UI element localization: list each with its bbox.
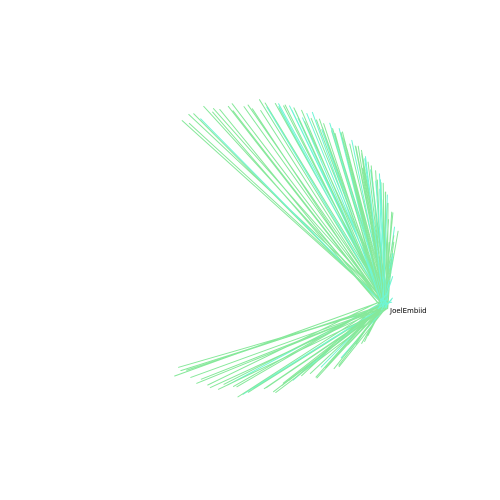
edge-line bbox=[284, 104, 384, 303]
edge-line bbox=[243, 106, 386, 305]
edge-line bbox=[343, 137, 384, 303]
edge-line bbox=[178, 306, 388, 368]
edge-line bbox=[380, 299, 385, 302]
edge-line bbox=[364, 156, 385, 305]
edge-line bbox=[338, 128, 384, 307]
edge-line bbox=[301, 109, 384, 303]
edge-line bbox=[387, 258, 392, 308]
edge-line bbox=[332, 128, 388, 306]
edge-line bbox=[263, 306, 385, 390]
edge-line bbox=[384, 297, 393, 307]
edge-line bbox=[338, 307, 387, 368]
edge-group bbox=[174, 99, 399, 398]
edge-line bbox=[209, 307, 384, 389]
edge-line bbox=[323, 123, 384, 305]
edge-line bbox=[311, 111, 384, 308]
edge-line bbox=[266, 106, 387, 304]
edge-line bbox=[251, 108, 385, 308]
edge-line bbox=[275, 307, 389, 393]
edge-line bbox=[367, 161, 386, 309]
edge-line bbox=[223, 301, 387, 385]
edge-line bbox=[242, 304, 387, 395]
edge-line bbox=[258, 99, 388, 307]
edge-line bbox=[232, 110, 385, 307]
node-label-hub: JoelEmbiid bbox=[389, 307, 427, 315]
edge-line bbox=[217, 308, 388, 390]
edge-line bbox=[382, 194, 388, 301]
edge-line bbox=[306, 113, 387, 308]
edge-line bbox=[260, 109, 385, 304]
edge-line bbox=[190, 305, 388, 378]
edge-line bbox=[378, 295, 386, 309]
edge-line bbox=[212, 111, 384, 310]
edge-line bbox=[180, 306, 383, 372]
edge-line bbox=[196, 306, 386, 384]
edge-line bbox=[357, 145, 385, 307]
edge-line bbox=[219, 108, 383, 309]
edge-line bbox=[382, 182, 386, 303]
